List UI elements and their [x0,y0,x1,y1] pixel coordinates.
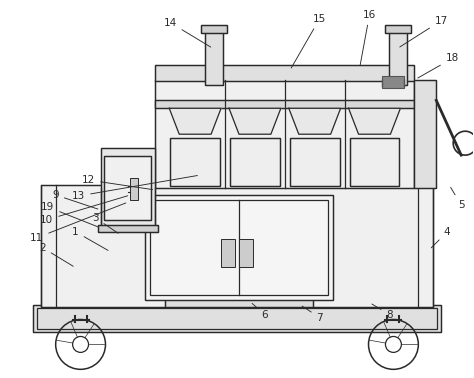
Polygon shape [229,108,281,134]
Text: 12: 12 [82,175,153,190]
Bar [155,81,414,188]
Bar [385,25,411,33]
Bar [100,148,155,228]
Bar [98,225,158,232]
Bar [165,297,313,307]
Bar [414,81,436,188]
Bar [230,138,280,186]
Bar [37,308,437,330]
Bar [155,65,414,81]
Bar [205,31,223,85]
Polygon shape [348,108,401,134]
Bar [130,178,138,200]
Bar [41,185,433,307]
Bar [201,25,227,33]
Bar [165,297,313,307]
Bar [221,239,235,267]
Bar [385,25,411,33]
Bar [98,225,158,232]
Bar [100,148,155,228]
Bar [350,138,400,186]
Text: 1: 1 [72,227,108,250]
Bar [33,305,441,333]
Text: 7: 7 [302,306,323,322]
Bar [414,81,436,188]
Text: 15: 15 [291,14,326,68]
Text: 13: 13 [72,175,197,201]
Bar [170,138,220,186]
Bar [290,138,340,186]
Bar [350,138,400,186]
Bar [239,239,253,267]
Text: 19: 19 [41,202,98,227]
Bar [155,65,414,81]
Bar [290,138,340,186]
Bar [205,31,223,85]
Text: 14: 14 [164,18,211,47]
Bar [170,138,220,186]
Bar [155,100,414,108]
Bar [33,305,441,333]
Text: 2: 2 [39,243,73,266]
Bar [390,31,407,85]
Polygon shape [289,108,341,134]
Bar [155,81,414,188]
Text: 6: 6 [252,304,268,319]
Bar [230,138,280,186]
Text: 18: 18 [418,53,459,78]
Bar [146,195,333,300]
Bar [41,185,433,307]
Bar [155,100,414,108]
Polygon shape [169,108,221,134]
Text: 11: 11 [30,203,126,243]
Bar [390,31,407,85]
Text: 5: 5 [451,187,465,210]
Text: 4: 4 [431,227,451,248]
Text: 16: 16 [360,10,376,66]
Text: 10: 10 [40,196,128,225]
Text: 3: 3 [92,213,118,233]
Bar [150,200,328,294]
Bar [104,156,151,220]
Bar [201,25,227,33]
Bar [146,195,333,300]
Bar [104,156,151,220]
Bar [383,76,404,88]
Text: 8: 8 [372,304,393,319]
Text: 17: 17 [400,15,448,47]
Text: 9: 9 [52,190,98,209]
